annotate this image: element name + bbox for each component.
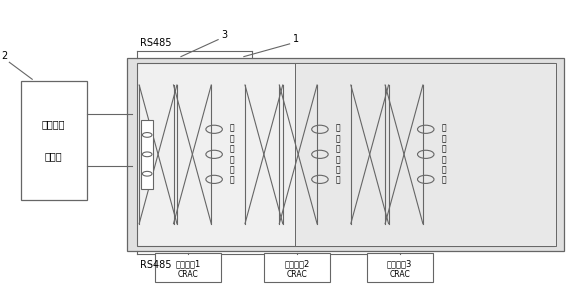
Text: 调
节
器
传
感
器: 调 节 器 传 感 器 xyxy=(336,124,340,185)
Text: 2: 2 xyxy=(1,51,7,61)
Text: 调
节
器
传
感
器: 调 节 器 传 感 器 xyxy=(442,124,447,185)
Text: 静压智能: 静压智能 xyxy=(42,120,65,130)
Bar xyxy=(126,58,564,251)
Text: 调
节
器
传
感
器: 调 节 器 传 感 器 xyxy=(230,124,235,185)
Text: 精密空态1: 精密空态1 xyxy=(175,259,201,268)
Text: 3: 3 xyxy=(221,30,227,40)
Text: RS485: RS485 xyxy=(140,38,171,48)
Text: CRAC: CRAC xyxy=(178,270,198,279)
Text: CRAC: CRAC xyxy=(286,270,307,279)
Bar xyxy=(367,253,433,282)
Text: CRAC: CRAC xyxy=(389,270,410,279)
Bar xyxy=(295,63,556,245)
Text: 1: 1 xyxy=(293,34,299,44)
Text: 精密空态2: 精密空态2 xyxy=(284,259,309,268)
Bar xyxy=(155,253,221,282)
Bar xyxy=(137,63,554,245)
Bar xyxy=(21,81,87,200)
Text: 控制笱: 控制笱 xyxy=(45,151,62,161)
Text: 精密空态3: 精密空态3 xyxy=(387,259,413,268)
Bar xyxy=(141,120,153,189)
Text: RS485: RS485 xyxy=(140,260,171,270)
Bar xyxy=(264,253,329,282)
